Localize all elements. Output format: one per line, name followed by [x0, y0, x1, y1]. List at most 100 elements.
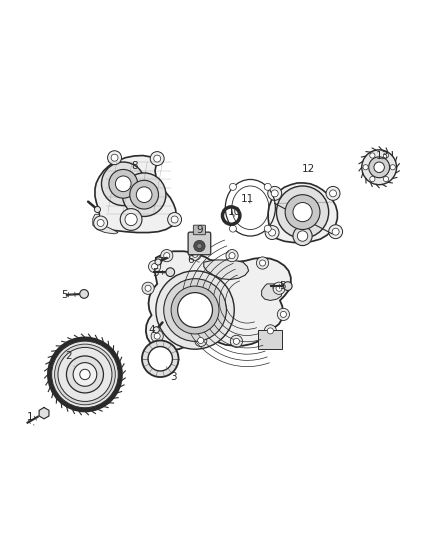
- Circle shape: [277, 308, 290, 320]
- Circle shape: [111, 154, 118, 161]
- Circle shape: [109, 169, 138, 198]
- Circle shape: [120, 208, 142, 230]
- Circle shape: [265, 225, 279, 239]
- Circle shape: [52, 341, 118, 408]
- Polygon shape: [39, 408, 49, 419]
- Circle shape: [168, 213, 182, 227]
- Circle shape: [370, 176, 375, 182]
- Polygon shape: [261, 284, 282, 301]
- Text: 2: 2: [66, 351, 74, 366]
- Text: 5: 5: [276, 281, 286, 291]
- Circle shape: [276, 186, 328, 238]
- Text: 9: 9: [196, 224, 203, 235]
- Circle shape: [276, 285, 282, 292]
- Polygon shape: [268, 183, 337, 243]
- Circle shape: [192, 251, 198, 257]
- Circle shape: [363, 165, 368, 170]
- Circle shape: [194, 334, 207, 346]
- Circle shape: [130, 180, 159, 209]
- FancyBboxPatch shape: [258, 329, 282, 349]
- Circle shape: [326, 187, 340, 200]
- Text: 4: 4: [148, 325, 155, 335]
- Text: 10: 10: [228, 207, 241, 217]
- Text: 5: 5: [152, 268, 165, 278]
- Polygon shape: [146, 251, 291, 350]
- Circle shape: [271, 190, 278, 197]
- Circle shape: [383, 176, 389, 182]
- Circle shape: [328, 225, 343, 239]
- Circle shape: [73, 362, 97, 386]
- Circle shape: [142, 341, 179, 377]
- Circle shape: [116, 176, 131, 192]
- Polygon shape: [95, 156, 177, 232]
- Circle shape: [80, 369, 90, 379]
- Circle shape: [229, 253, 235, 259]
- Circle shape: [161, 249, 173, 262]
- Circle shape: [329, 190, 336, 197]
- Circle shape: [383, 153, 389, 158]
- Circle shape: [171, 216, 178, 223]
- Circle shape: [154, 155, 161, 162]
- Circle shape: [67, 356, 103, 393]
- Circle shape: [80, 289, 88, 298]
- Circle shape: [125, 213, 137, 225]
- Circle shape: [268, 229, 276, 236]
- Text: 6: 6: [187, 255, 199, 265]
- Text: 11: 11: [240, 194, 254, 204]
- Circle shape: [122, 173, 166, 216]
- Circle shape: [164, 279, 226, 341]
- Text: 3: 3: [166, 367, 177, 383]
- Circle shape: [370, 153, 375, 158]
- Circle shape: [293, 203, 312, 222]
- Circle shape: [48, 337, 122, 411]
- Circle shape: [95, 206, 100, 213]
- Text: 12: 12: [302, 164, 315, 174]
- Text: 5: 5: [61, 290, 73, 300]
- Circle shape: [233, 338, 240, 344]
- Circle shape: [256, 257, 268, 269]
- Polygon shape: [204, 260, 249, 279]
- Circle shape: [198, 337, 204, 344]
- Circle shape: [226, 249, 238, 262]
- Circle shape: [264, 225, 271, 232]
- Circle shape: [273, 282, 285, 294]
- Circle shape: [148, 346, 173, 371]
- Text: 7: 7: [157, 257, 165, 267]
- Circle shape: [55, 344, 115, 405]
- Circle shape: [267, 328, 273, 334]
- Circle shape: [264, 325, 276, 337]
- Circle shape: [155, 259, 161, 265]
- Circle shape: [102, 162, 145, 206]
- Text: 8: 8: [131, 161, 141, 173]
- FancyBboxPatch shape: [188, 232, 211, 255]
- Circle shape: [374, 162, 385, 173]
- Circle shape: [283, 282, 292, 290]
- Circle shape: [259, 260, 265, 266]
- Circle shape: [369, 157, 390, 177]
- FancyBboxPatch shape: [193, 225, 205, 235]
- Circle shape: [154, 333, 160, 339]
- Circle shape: [164, 253, 170, 259]
- Circle shape: [268, 187, 282, 200]
- Circle shape: [58, 348, 112, 401]
- Circle shape: [197, 244, 202, 249]
- Circle shape: [297, 231, 308, 241]
- Circle shape: [150, 151, 164, 166]
- Circle shape: [151, 330, 163, 342]
- Circle shape: [142, 282, 154, 294]
- Circle shape: [148, 261, 161, 272]
- Circle shape: [152, 263, 158, 270]
- Circle shape: [390, 165, 396, 170]
- Polygon shape: [93, 214, 118, 234]
- Circle shape: [280, 311, 286, 318]
- Circle shape: [264, 183, 271, 190]
- Circle shape: [230, 335, 243, 348]
- Circle shape: [189, 248, 201, 261]
- Circle shape: [178, 293, 212, 327]
- Circle shape: [145, 285, 151, 292]
- Circle shape: [97, 220, 104, 227]
- Circle shape: [153, 327, 159, 333]
- Circle shape: [166, 268, 175, 277]
- Circle shape: [171, 286, 219, 334]
- Circle shape: [94, 216, 108, 230]
